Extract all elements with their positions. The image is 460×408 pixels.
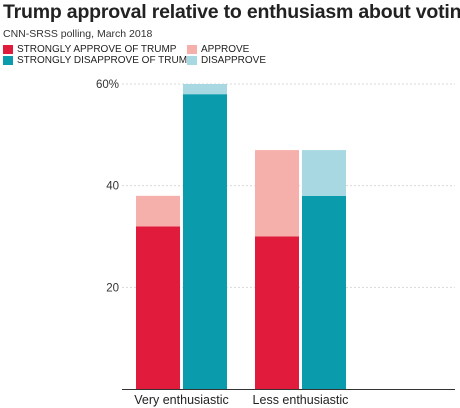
chart-title: Trump approval relative to enthusiasm ab…	[3, 1, 460, 23]
y-tick-label: 60%	[96, 79, 119, 91]
bar-strongly-disapprove	[302, 195, 346, 389]
legend-item-disapprove: DISAPPROVE	[187, 55, 266, 66]
bar-approve	[136, 195, 180, 227]
legend-swatch-strongly-disapprove	[3, 56, 13, 65]
legend-swatch-strongly-approve	[3, 45, 13, 54]
bar-strongly-approve	[136, 226, 180, 389]
legend-item-strongly-approve: STRONGLY APPROVE OF TRUMP	[3, 44, 176, 55]
legend-label-disapprove: DISAPPROVE	[201, 55, 267, 66]
bar-disapprove	[302, 150, 346, 196]
x-category-label: Very enthusiastic	[134, 393, 229, 407]
bar-strongly-disapprove	[183, 94, 227, 390]
chart-subtitle: CNN-SRSS polling, March 2018	[3, 28, 153, 40]
legend-swatch-approve	[187, 45, 197, 54]
legend-item-strongly-disapprove: STRONGLY DISAPPROVE OF TRUMP	[3, 55, 194, 66]
y-tick-label: 20	[106, 282, 119, 294]
bar-approve	[255, 150, 299, 237]
bar-strongly-approve	[255, 236, 299, 389]
legend-item-approve: APPROVE	[187, 44, 249, 55]
y-tick-label: 40	[106, 181, 119, 193]
legend-label-approve: APPROVE	[201, 44, 250, 55]
legend-label-strongly-approve: STRONGLY APPROVE OF TRUMP	[17, 44, 177, 55]
x-category-label: Less enthusiastic	[253, 393, 349, 407]
legend-swatch-disapprove	[187, 56, 197, 65]
legend-label-strongly-disapprove: STRONGLY DISAPPROVE OF TRUMP	[17, 55, 194, 66]
bar-disapprove	[183, 84, 227, 95]
